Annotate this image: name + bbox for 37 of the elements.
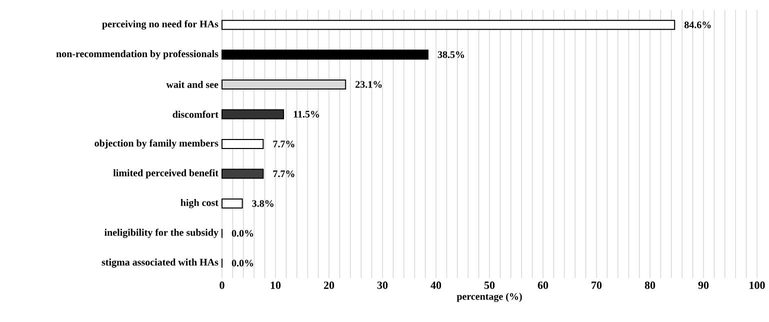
bar: [222, 198, 243, 209]
y-tick-label: wait and see: [166, 80, 218, 88]
y-tick-label: ineligibility for the subsidy: [104, 228, 218, 238]
x-tick-label: 40: [430, 282, 442, 289]
x-tick-label: 60: [538, 282, 548, 289]
data-label: 0.0%: [232, 230, 254, 237]
bar: [222, 20, 676, 30]
x-tick-label: 90: [698, 282, 709, 289]
x-tick-label: 30: [377, 282, 388, 289]
data-label: 7.7%: [273, 170, 294, 178]
y-tick-label: discomfort: [172, 110, 218, 118]
data-label: 11.5%: [294, 110, 320, 118]
bar: [222, 79, 346, 90]
bar: [222, 50, 428, 60]
x-tick-label: 0: [220, 282, 224, 289]
x-tick-label: 70: [592, 282, 602, 289]
y-tick-label: stigma associated with HAs: [102, 258, 218, 268]
x-tick-label: 80: [644, 282, 656, 289]
bar: [222, 109, 284, 120]
data-label: 0.0%: [232, 260, 254, 267]
data-label: 3.8%: [252, 200, 274, 207]
y-tick-label: perceiving no need for HAs: [102, 20, 218, 30]
data-label: 23.1%: [356, 81, 382, 88]
x-tick-label: 50: [484, 282, 495, 289]
data-label: 38.5%: [438, 51, 464, 58]
data-label: 84.6%: [684, 22, 711, 28]
x-tick-label: 100: [750, 282, 765, 289]
data-label: 7.7%: [273, 140, 294, 148]
y-tick-label: non-recommendation by professionals: [56, 50, 218, 60]
x-tick-label: 10: [270, 282, 281, 289]
y-tick-label: objection by family members: [94, 139, 218, 149]
x-axis-title: percentage (%): [456, 292, 522, 302]
bar: [222, 139, 264, 150]
bar: [222, 168, 264, 179]
y-tick-label: high cost: [180, 198, 218, 208]
x-tick-label: 20: [324, 282, 334, 289]
y-tick-label: limited perceived benefit: [113, 169, 218, 178]
